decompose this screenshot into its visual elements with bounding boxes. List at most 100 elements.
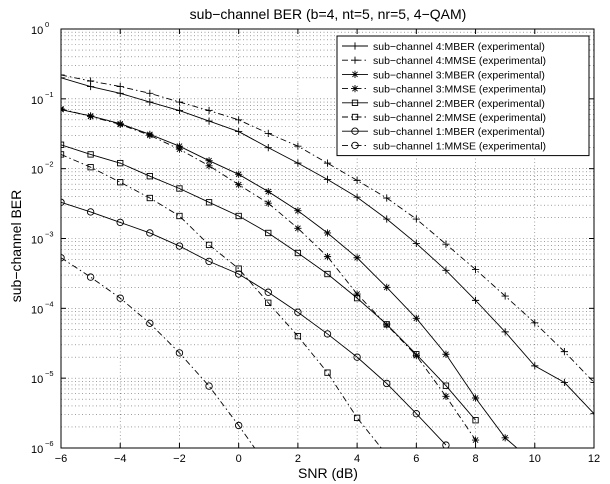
legend-item: sub−channel 2:MMSE (experimental) <box>342 112 546 124</box>
square-marker <box>176 212 183 220</box>
circle-marker <box>86 273 95 281</box>
x-tick-label: 4 <box>354 453 360 465</box>
circle-marker <box>442 441 450 448</box>
plus-marker <box>264 129 272 137</box>
y-tick-exponent: 0 <box>45 20 49 29</box>
y-tick-exponent: −6 <box>45 439 54 448</box>
square-marker <box>61 151 65 158</box>
plus-marker <box>61 74 65 82</box>
plus-marker <box>61 71 65 79</box>
square-marker <box>324 369 331 376</box>
plus-marker <box>501 292 509 300</box>
plus-marker <box>146 98 154 106</box>
legend-label: sub−channel 1:MMSE (experimental) <box>373 140 546 152</box>
square-marker <box>265 299 272 306</box>
plus-marker <box>590 410 594 418</box>
square-marker <box>146 194 153 202</box>
series <box>61 74 594 418</box>
plus-marker <box>294 159 302 167</box>
y-tick-base: 10 <box>31 25 43 37</box>
square-marker <box>146 173 153 180</box>
y-tick-label: 10−5 <box>31 369 54 386</box>
star-marker <box>383 283 391 291</box>
x-tick-label: 10 <box>529 453 541 465</box>
square-marker <box>413 351 420 358</box>
y-tick-label: 100 <box>31 20 49 37</box>
x-tick-label: −4 <box>114 453 127 465</box>
x-tick-label: −2 <box>173 453 186 465</box>
plus-marker <box>205 106 213 115</box>
star-marker <box>116 120 124 129</box>
star-marker <box>471 436 480 444</box>
plus-marker <box>501 328 509 336</box>
y-tick-base: 10 <box>31 235 43 247</box>
legend-item: sub−channel 1:MBER (experimental) <box>342 126 545 138</box>
plus-marker <box>353 176 361 184</box>
plus-marker <box>264 144 272 152</box>
circle-marker <box>146 229 154 237</box>
circle-marker <box>351 141 359 150</box>
circle-marker <box>353 353 361 361</box>
y-tick-label: 10−3 <box>31 230 54 247</box>
star-marker <box>471 394 480 402</box>
plus-marker <box>383 215 391 223</box>
star-marker <box>294 224 302 232</box>
square-marker <box>383 321 390 328</box>
star-marker <box>264 187 272 196</box>
series-line <box>61 153 382 448</box>
legend-label: sub−channel 3:MBER (experimental) <box>373 69 545 81</box>
x-tick-label: 6 <box>413 453 419 465</box>
circle-marker <box>323 330 332 338</box>
star-marker <box>323 253 332 261</box>
y-tick-base: 10 <box>31 165 43 177</box>
square-marker <box>235 265 242 272</box>
plus-marker <box>351 42 359 50</box>
series <box>61 198 450 448</box>
circle-marker <box>412 409 421 418</box>
plus-marker <box>175 98 184 106</box>
chart-title: sub−channel BER (b=4, nt=5, nr=5, 4−QAM) <box>190 6 467 22</box>
square-marker <box>205 241 213 249</box>
circle-marker <box>234 270 243 278</box>
star-marker <box>351 85 359 93</box>
legend-item: sub−channel 1:MMSE (experimental) <box>342 140 546 152</box>
series <box>61 254 256 448</box>
legend-item: sub−channel 4:MMSE (experimental) <box>342 55 546 67</box>
circle-marker <box>234 421 243 430</box>
y-tick-base: 10 <box>31 95 43 107</box>
y-tick-exponent: −3 <box>45 230 54 239</box>
circle-marker <box>116 294 124 302</box>
square-marker <box>87 164 94 171</box>
legend-item: sub−channel 2:MBER (experimental) <box>342 98 545 110</box>
square-marker <box>294 332 302 340</box>
circle-marker <box>61 198 65 206</box>
legend: sub−channel 4:MBER (experimental) sub−cha… <box>336 35 590 157</box>
legend-label: sub−channel 4:MBER (experimental) <box>373 41 545 53</box>
plus-marker <box>412 215 420 223</box>
circle-marker <box>146 319 154 328</box>
circle-marker <box>205 382 213 390</box>
square-marker <box>176 185 183 192</box>
series <box>61 151 382 448</box>
y-tick-label: 10−2 <box>31 160 54 177</box>
square-marker <box>117 179 124 186</box>
star-marker <box>205 162 213 170</box>
circle-marker <box>264 288 272 296</box>
y-tick-exponent: −2 <box>45 160 54 169</box>
plus-marker <box>235 116 243 124</box>
y-tick-base: 10 <box>31 304 43 316</box>
plus-marker <box>294 142 302 150</box>
square-marker <box>294 249 302 257</box>
plus-marker <box>235 127 243 136</box>
square-marker <box>87 151 94 158</box>
plus-marker <box>116 82 124 91</box>
series <box>61 105 480 444</box>
star-marker <box>175 145 184 153</box>
plus-marker <box>471 265 480 274</box>
star-marker <box>442 350 450 358</box>
legend-label: sub−channel 2:MBER (experimental) <box>373 98 545 110</box>
square-marker <box>442 382 450 389</box>
y-tick-label: 10−1 <box>31 90 54 107</box>
star-marker <box>235 170 243 178</box>
